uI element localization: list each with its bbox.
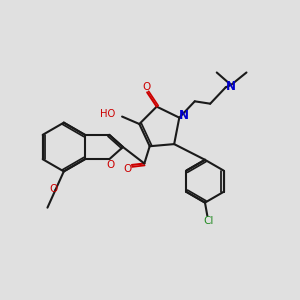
Text: O: O (123, 164, 131, 174)
Text: Cl: Cl (203, 216, 214, 226)
Text: O: O (106, 160, 115, 170)
Text: N: N (226, 80, 236, 93)
Text: HO: HO (100, 109, 116, 118)
Text: O: O (142, 82, 151, 92)
Text: O: O (50, 184, 58, 194)
Text: N: N (178, 110, 188, 122)
